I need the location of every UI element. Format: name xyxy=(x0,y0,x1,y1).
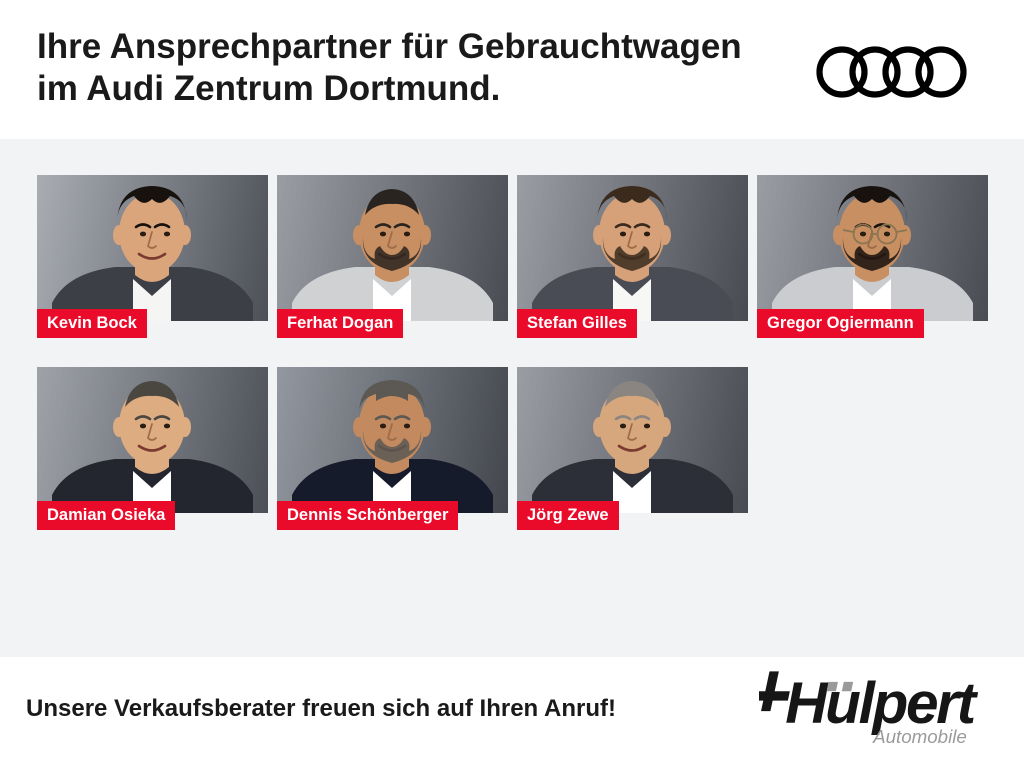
svg-text:Automobile: Automobile xyxy=(872,726,967,747)
